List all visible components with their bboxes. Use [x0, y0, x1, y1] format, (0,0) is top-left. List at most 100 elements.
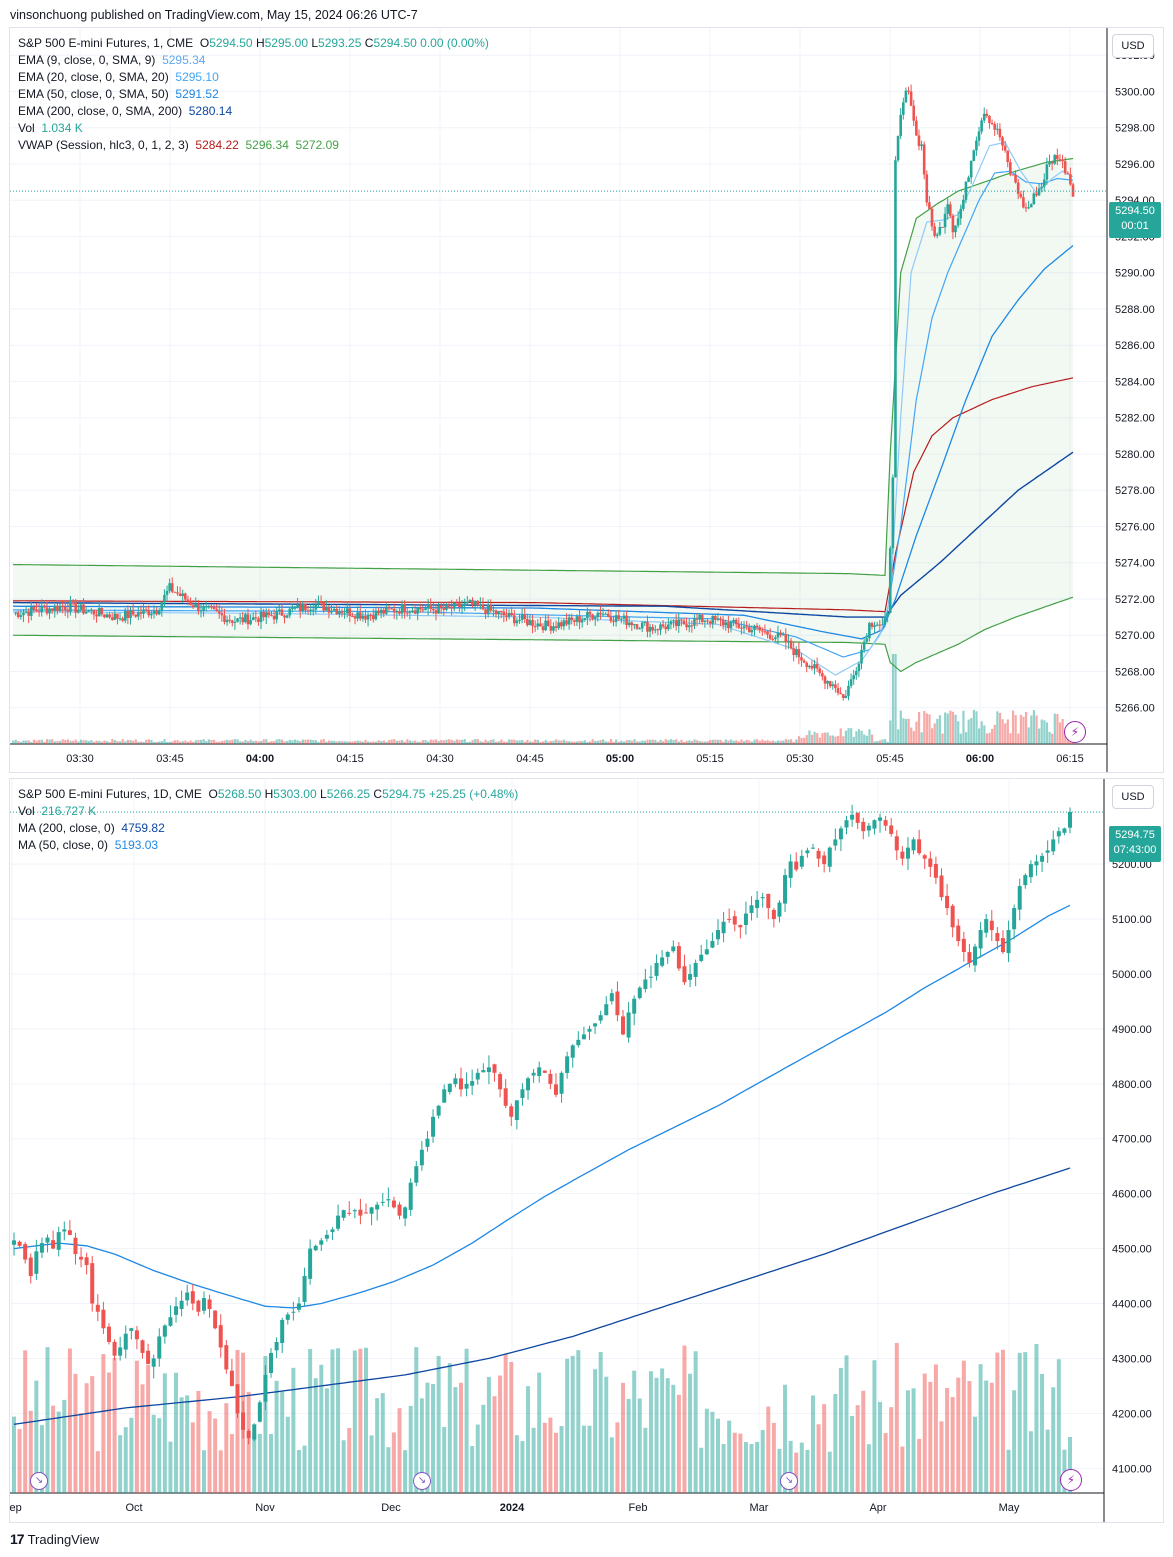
dividend-event-icon[interactable]: ↘ — [413, 1472, 431, 1490]
candle-body — [285, 1314, 290, 1320]
daily-chart-panel[interactable]: 4100.00 4200.00 4300.00 4400.00 4500.00 4600.… — [9, 778, 1164, 1523]
candle-body — [653, 629, 657, 631]
currency-button[interactable]: USD — [1112, 34, 1154, 58]
volume-bar — [32, 739, 36, 744]
x-tick-label: Nov — [255, 1502, 275, 1514]
candle-body — [1011, 174, 1015, 176]
candle-body — [850, 814, 855, 820]
candle-body — [14, 612, 17, 614]
candle-body — [458, 1078, 463, 1090]
candle-body — [123, 611, 127, 621]
candle-body — [834, 684, 837, 689]
volume-bar — [64, 739, 67, 744]
tradingview-brand[interactable]: TradingView — [27, 1531, 100, 1547]
volume-bar — [228, 740, 231, 744]
candle-body — [37, 611, 41, 613]
candle-body — [356, 612, 359, 619]
daily-chart-svg[interactable]: 4100.00 4200.00 4300.00 4400.00 4500.00 4600.… — [10, 779, 1163, 1522]
intraday-chart-panel[interactable]: 5266.00 5268.00 5270.00 5272.00 5274.00 5276.… — [9, 27, 1164, 773]
volume-bar — [784, 739, 788, 744]
candle-body — [254, 617, 258, 619]
candle-body — [559, 622, 563, 627]
indicator-row[interactable]: EMA (20, close, 0, SMA, 20) 5295.10 — [18, 69, 489, 86]
lightning-icon[interactable]: ⚡ — [1060, 1469, 1082, 1491]
indicator-row[interactable]: Vol 1.034 K — [18, 120, 489, 137]
indicator-row[interactable]: EMA (200, close, 0, SMA, 200) 5280.14 — [18, 103, 489, 120]
volume-bar — [309, 739, 312, 744]
candle-body — [520, 614, 524, 620]
candle-body — [784, 634, 788, 643]
volume-bar — [537, 1372, 542, 1493]
dividend-event-icon[interactable]: ↘ — [30, 1472, 48, 1490]
vwap-line — [13, 377, 1074, 613]
indicator-row[interactable]: EMA (9, close, 0, SMA, 9) 5295.34 — [18, 52, 489, 69]
candle-body — [732, 619, 735, 623]
candle-body — [1001, 137, 1004, 146]
candle-body — [123, 1333, 128, 1350]
candle-body — [507, 612, 511, 617]
candle-body — [113, 613, 117, 620]
candle-body — [792, 648, 795, 655]
volume-bar — [129, 740, 132, 744]
volume-bar — [630, 740, 633, 744]
y-tick-label: 5278.00 — [1115, 485, 1155, 497]
volume-bar — [766, 740, 769, 744]
volume-bar — [406, 739, 409, 744]
volume-bar — [22, 740, 25, 744]
candle-body — [700, 614, 704, 622]
currency-button[interactable]: USD — [1112, 785, 1154, 809]
volume-bar — [509, 1362, 514, 1493]
candle-body — [178, 593, 182, 597]
indicator-row[interactable]: EMA (50, close, 0, SMA, 50) 5291.52 — [18, 86, 489, 103]
candle-body — [888, 548, 892, 614]
vwap-row[interactable]: VWAP (Session, hlc3, 0, 1, 2, 3) 5284.22… — [18, 137, 489, 154]
candle-body — [335, 608, 339, 615]
volume-bar — [565, 740, 568, 744]
indicator-value: 5280.14 — [188, 104, 233, 118]
candle-body — [542, 1070, 547, 1073]
volume-bar — [233, 739, 237, 744]
volume-bar — [865, 735, 868, 744]
footer: 17 TradingView — [10, 1531, 99, 1547]
volume-bar — [643, 1427, 648, 1493]
volume-bar — [542, 1422, 547, 1493]
candle-body — [599, 612, 602, 615]
candle-body — [157, 610, 161, 615]
candle-body — [559, 1072, 564, 1094]
candle-body — [173, 591, 177, 593]
ohlc-c-label: C — [364, 36, 374, 50]
volume-bar — [1068, 1436, 1072, 1493]
candle-body — [928, 202, 931, 209]
lightning-icon[interactable]: ⚡ — [1064, 721, 1086, 743]
candle-body — [87, 610, 91, 612]
candle-body — [146, 1350, 151, 1364]
candle-body — [1061, 159, 1064, 162]
volume-bar — [984, 1380, 989, 1493]
volume-bar — [1056, 1359, 1061, 1493]
candle-body — [980, 120, 983, 132]
candle-body — [264, 612, 268, 618]
indicator-value: 5295.34 — [162, 53, 206, 67]
volume-bar — [304, 739, 307, 744]
volume-bar — [593, 1369, 598, 1493]
dividend-event-icon[interactable]: ↘ — [780, 1472, 798, 1490]
volume-bar — [945, 1387, 950, 1493]
candle-body — [805, 662, 808, 667]
intraday-symbol-title: S&P 500 E-mini Futures, 1, CME — [18, 36, 194, 50]
intraday-chart-svg[interactable]: 5266.00 5268.00 5270.00 5272.00 5274.00 5276.… — [10, 28, 1163, 772]
candle-body — [537, 1067, 542, 1077]
candle-body — [432, 608, 435, 611]
volume-bar — [729, 739, 733, 744]
volume-bar — [662, 741, 665, 744]
volume-bar — [988, 732, 991, 744]
volume-bar — [1032, 710, 1036, 744]
indicator-row[interactable]: MA (50, close, 0) 5193.03 — [18, 837, 518, 854]
candle-body — [291, 1311, 296, 1313]
indicator-row[interactable]: Vol 216.727 K — [18, 803, 518, 820]
tradingview-logo-icon[interactable]: 17 — [10, 1531, 25, 1547]
volume-bar — [278, 739, 281, 744]
volume-bar — [486, 1376, 491, 1493]
indicator-row[interactable]: MA (200, close, 0) 4759.82 — [18, 820, 518, 837]
volume-bar — [447, 1363, 452, 1493]
volume-bar — [1051, 1387, 1056, 1493]
